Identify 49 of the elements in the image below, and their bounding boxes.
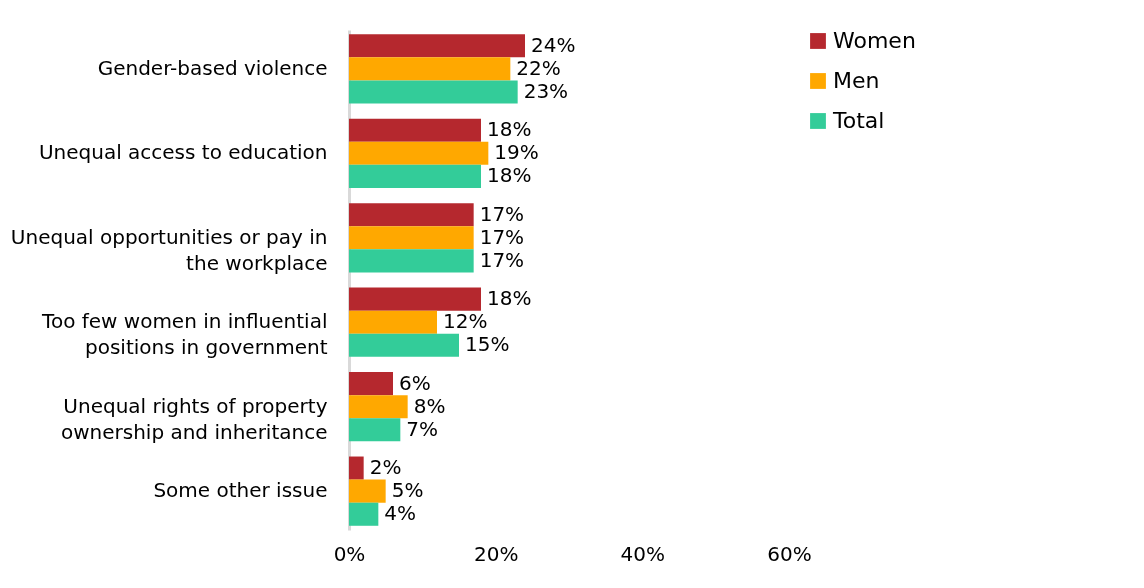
data-label: 18% [487, 117, 532, 142]
bar [349, 34, 525, 58]
y-tick-label: Too few women in influential positions in government [41, 309, 328, 360]
bar [349, 203, 474, 227]
bar [349, 456, 364, 480]
bar [349, 249, 474, 273]
x-tick-label: 40% [620, 541, 666, 566]
data-label: 6% [399, 370, 431, 395]
data-label: 17% [479, 247, 525, 272]
legend-label: Women [833, 28, 916, 53]
data-label: 18% [487, 163, 532, 188]
data-label: 23% [523, 78, 569, 103]
data-label: 8% [413, 393, 446, 418]
bar [349, 418, 401, 442]
x-tick-label: 20% [473, 541, 519, 566]
data-label: 15% [465, 332, 510, 357]
bar [349, 395, 408, 419]
data-label: 4% [384, 501, 417, 526]
bar [349, 287, 481, 311]
data-label: 2% [369, 455, 402, 480]
data-label: 24% [531, 32, 576, 57]
bar [349, 479, 386, 503]
y-tick-label: Gender-based violence [97, 55, 328, 80]
data-label: 12% [443, 309, 488, 334]
data-label: 17% [479, 201, 525, 226]
legend-label: Men [833, 68, 880, 93]
x-tick-label: 60% [767, 541, 812, 566]
bar [349, 141, 489, 165]
y-tick-label: Some other issue [153, 478, 328, 503]
data-label: 18% [487, 286, 532, 311]
x-tick-label: 0% [333, 541, 366, 566]
bar [349, 57, 511, 81]
bar [349, 310, 437, 334]
y-tick-label: Unequal opportunities or pay in the workplace [10, 224, 328, 275]
bar [349, 80, 518, 104]
data-label: 5% [391, 478, 424, 503]
y-tick-label: Unequal access to education [38, 140, 328, 165]
bar [349, 164, 481, 188]
data-label: 22% [516, 55, 561, 80]
bar [349, 118, 481, 142]
bar [349, 372, 393, 396]
y-tick-label: Unequal rights of property ownership and inheritance [60, 393, 328, 444]
data-label: 19% [494, 140, 539, 165]
bar [349, 502, 379, 526]
bar [349, 226, 474, 250]
data-label: 7% [406, 416, 439, 441]
bar [349, 333, 459, 357]
legend-label: Total [832, 108, 885, 133]
data-label: 17% [479, 224, 525, 249]
